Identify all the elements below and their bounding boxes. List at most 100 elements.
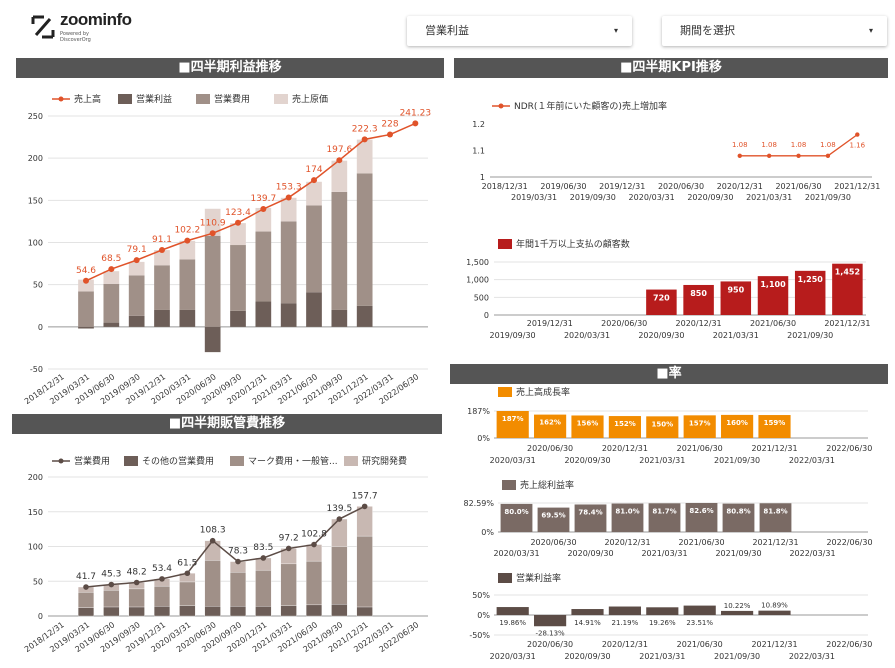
sga-data-label: 139.5 [326, 504, 352, 514]
growth-data-label: 160% [726, 419, 748, 427]
revenue-point [285, 194, 292, 201]
y-tick-label: 100 [28, 543, 43, 552]
sga-total-point [361, 503, 368, 510]
y-tick-label: 0% [477, 611, 490, 620]
revenue-point [361, 136, 368, 143]
revenue-point [235, 219, 241, 226]
revenue-data-label: 153.3 [276, 183, 302, 193]
bar-cogs [179, 240, 196, 260]
x-tick-label: 2021/06/30 [750, 319, 796, 328]
bar-growth [646, 416, 679, 438]
sga-total-point [311, 541, 317, 548]
bar-growth [758, 415, 791, 438]
revenue-point [387, 131, 393, 138]
bar-other-opex [331, 604, 348, 617]
bar-growth [534, 414, 567, 438]
revenue-line [85, 122, 416, 282]
y-tick-label: 0% [477, 434, 490, 443]
x-tick-label: 2020/03/31 [629, 193, 675, 202]
revenue-data-label: 110.9 [200, 218, 226, 228]
sga-total-line [85, 505, 366, 588]
bar-customers [683, 284, 714, 315]
bar-cogs [331, 160, 348, 192]
x-tick-label: 2020/12/31 [604, 538, 650, 547]
sga-total-point [133, 579, 140, 586]
x-tick-label: 2019/12/31 [527, 319, 573, 328]
revenue-data-label: 68.5 [101, 254, 121, 264]
growth-data-label: 162% [539, 419, 561, 427]
bar-gross_margin [574, 504, 607, 532]
bar-marketing-ga [179, 581, 196, 606]
bar-other-opex [77, 607, 95, 617]
bar-gross_margin [759, 503, 792, 532]
bar-gross_margin [648, 503, 681, 532]
x-tick-label: 2022/03/31 [789, 456, 835, 465]
revenue-data-label: 197.6 [326, 145, 352, 155]
revenue-point [336, 157, 343, 164]
sga-data-label: 53.4 [152, 564, 172, 574]
period-select[interactable]: 期間を選択 ▾ [662, 16, 887, 46]
bar-operating-cost [103, 283, 120, 323]
legend-customers: 年間1千万以上支払の顧客数 [516, 238, 630, 250]
customers-data-label: 720 [653, 294, 670, 303]
sga-data-label: 78.3 [228, 547, 248, 557]
x-tick-label: 2020/12/31 [602, 640, 648, 649]
revenue-data-label: 139.7 [250, 194, 276, 204]
section-header-kpi: ■四半期KPI推移 [454, 58, 888, 78]
bar-cogs [103, 271, 120, 284]
bar-customers [720, 281, 752, 315]
x-tick-label: 2020/03/31 [490, 456, 536, 465]
x-tick-label: 2020/06/30 [527, 640, 573, 649]
x-tick-label: 2021/09/30 [805, 193, 851, 202]
customers-data-label: 850 [690, 289, 707, 298]
sga-total-point [209, 537, 216, 544]
revenue-point [412, 120, 419, 127]
bar-cogs [255, 207, 272, 232]
revenue-data-label: 91.1 [152, 235, 172, 245]
legend-swatch [344, 456, 358, 466]
bar-operating-profit [128, 315, 145, 327]
x-tick-label: 2020/09/30 [687, 193, 733, 202]
legend-rd: 研究開発費 [362, 455, 407, 467]
sga-total-point [336, 516, 343, 522]
revenue-data-label: 54.6 [76, 266, 96, 276]
bar-cogs [204, 208, 221, 236]
bar-growth [571, 415, 604, 438]
op_margin-data-label: 19.26% [649, 619, 676, 627]
chevron-down-icon: ▾ [613, 26, 618, 35]
ndr-point [796, 153, 801, 158]
y-tick-label: 1.1 [472, 147, 485, 156]
x-tick-label: 2020/03/31 [564, 331, 610, 340]
brand-subtitle: Powered by DiscoverOrg [60, 31, 91, 43]
revenue-data-label: 102.2 [174, 226, 200, 236]
x-tick-label: 2020/09/30 [567, 549, 613, 558]
customers-data-label: 1,100 [760, 280, 786, 289]
revenue-point [184, 237, 191, 244]
y-tick-label: 82.59% [463, 499, 494, 508]
bar-growth [608, 416, 641, 438]
y-tick-label: 1.2 [472, 120, 485, 129]
section-header-profit: ■四半期利益推移 [16, 58, 444, 78]
section-header-rate: ■率 [450, 364, 888, 384]
bar-operating-cost [255, 231, 272, 302]
metric-select[interactable]: 営業利益 ▾ [407, 16, 632, 46]
customers-data-label: 1,250 [798, 275, 824, 284]
bar-other-opex [229, 606, 247, 617]
ndr-data-label: 1.08 [732, 141, 748, 149]
growth-data-label: 157% [689, 419, 711, 427]
op_margin-data-label: 14.91% [574, 619, 601, 627]
bar-marketing-ga [229, 572, 247, 607]
bar-customers [646, 289, 677, 315]
sga-total-point [184, 570, 191, 577]
sga-data-label: 108.3 [200, 526, 226, 536]
op_margin-data-label: -28.13% [535, 629, 565, 637]
x-tick-label: 2022/06/30 [826, 538, 872, 547]
y-tick-label: 150 [28, 508, 43, 517]
gross_margin-data-label: 78.4% [578, 508, 602, 516]
x-tick-label: 2021/09/30 [714, 652, 760, 661]
bar-operating-profit [255, 301, 272, 327]
x-tick-label: 2021/12/31 [824, 319, 870, 328]
bar-gross_margin [611, 503, 644, 532]
bar-operating-cost [356, 173, 373, 306]
bar-op_margin [534, 615, 567, 627]
